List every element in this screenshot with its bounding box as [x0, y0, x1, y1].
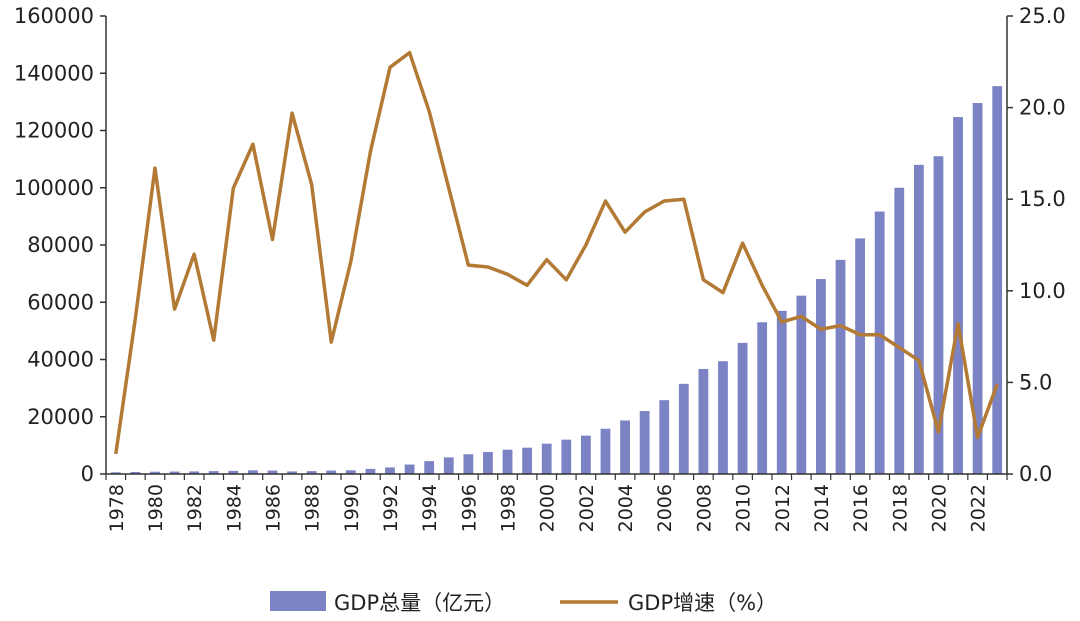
bar-2003	[601, 429, 611, 474]
x-tick-label: 2004	[615, 484, 637, 532]
left-tick-label: 80000	[27, 233, 94, 257]
x-tick-label: 1996	[458, 484, 480, 532]
bar-2011	[757, 322, 767, 474]
bar-1999	[522, 448, 532, 474]
left-tick-label: 60000	[27, 290, 94, 314]
right-tick-label: 10.0	[1019, 279, 1066, 303]
x-tick-label: 1982	[184, 484, 206, 532]
bar-2015	[836, 260, 846, 474]
bar-2019	[914, 165, 924, 474]
x-tick-label: 2000	[537, 484, 559, 532]
x-tick-label: 2002	[576, 484, 598, 532]
bar-2007	[679, 384, 689, 474]
x-tick-label: 1986	[262, 484, 284, 532]
bar-1995	[444, 457, 454, 474]
left-tick-label: 100000	[14, 176, 94, 200]
bar-1994	[424, 461, 434, 474]
right-tick-label: 5.0	[1019, 370, 1052, 394]
x-tick-label: 2020	[928, 484, 950, 532]
bar-1997	[483, 452, 493, 474]
x-tick-label: 2014	[811, 484, 833, 532]
right-tick-label: 15.0	[1019, 187, 1066, 211]
x-tick-label: 2018	[889, 484, 911, 532]
legend-bar-label: GDP总量（亿元）	[334, 591, 505, 615]
x-tick-label: 2008	[693, 484, 715, 532]
x-tick-label: 2006	[654, 484, 676, 532]
legend-bar-swatch	[270, 591, 326, 611]
bar-2002	[581, 436, 591, 474]
bars-layer	[111, 86, 1002, 474]
line-layer	[116, 53, 997, 454]
bar-1992	[385, 467, 395, 474]
x-tick-label: 1994	[419, 484, 441, 532]
legend-line-label: GDP增速（%）	[628, 591, 777, 615]
x-tick-label: 1990	[341, 484, 363, 532]
bar-1991	[366, 469, 376, 474]
bar-2004	[620, 420, 630, 474]
x-tick-label: 1984	[223, 484, 245, 532]
left-tick-label: 140000	[14, 61, 94, 85]
bar-2005	[640, 411, 650, 474]
bar-2008	[699, 369, 709, 474]
legend: GDP总量（亿元） GDP增速（%）	[270, 591, 777, 615]
bar-2016	[855, 238, 865, 474]
right-tick-label: 0.0	[1019, 462, 1052, 486]
left-tick-label: 40000	[27, 348, 94, 372]
x-tick-label: 1980	[145, 484, 167, 532]
x-tick-label: 2010	[733, 484, 755, 532]
bar-2021	[953, 117, 963, 474]
x-tick-label: 2022	[968, 484, 990, 532]
left-tick-label: 0	[81, 462, 94, 486]
bar-2010	[738, 343, 748, 474]
bar-2006	[659, 400, 669, 474]
left-tick-label: 20000	[27, 405, 94, 429]
bar-2023	[992, 86, 1002, 474]
right-tick-label: 25.0	[1019, 4, 1066, 28]
bar-2001	[561, 440, 571, 474]
bar-2017	[875, 212, 885, 474]
bar-2009	[718, 361, 728, 474]
bar-2013	[796, 296, 806, 474]
growth-line	[116, 53, 997, 454]
bar-2014	[816, 279, 826, 474]
left-tick-label: 120000	[14, 119, 94, 143]
x-tick-label: 2016	[850, 484, 872, 532]
left-tick-label: 160000	[14, 4, 94, 28]
bar-1996	[463, 454, 473, 474]
bar-2000	[542, 444, 552, 474]
right-tick-label: 20.0	[1019, 96, 1066, 120]
bar-2018	[894, 188, 904, 474]
bar-1993	[405, 465, 415, 474]
x-tick-label: 1992	[380, 484, 402, 532]
bar-2012	[777, 311, 787, 474]
x-tick-label: 1998	[498, 484, 520, 532]
x-tick-label: 1978	[106, 484, 128, 532]
x-tick-label: 2012	[772, 484, 794, 532]
bar-1998	[503, 450, 513, 474]
x-tick-label: 1988	[302, 484, 324, 532]
